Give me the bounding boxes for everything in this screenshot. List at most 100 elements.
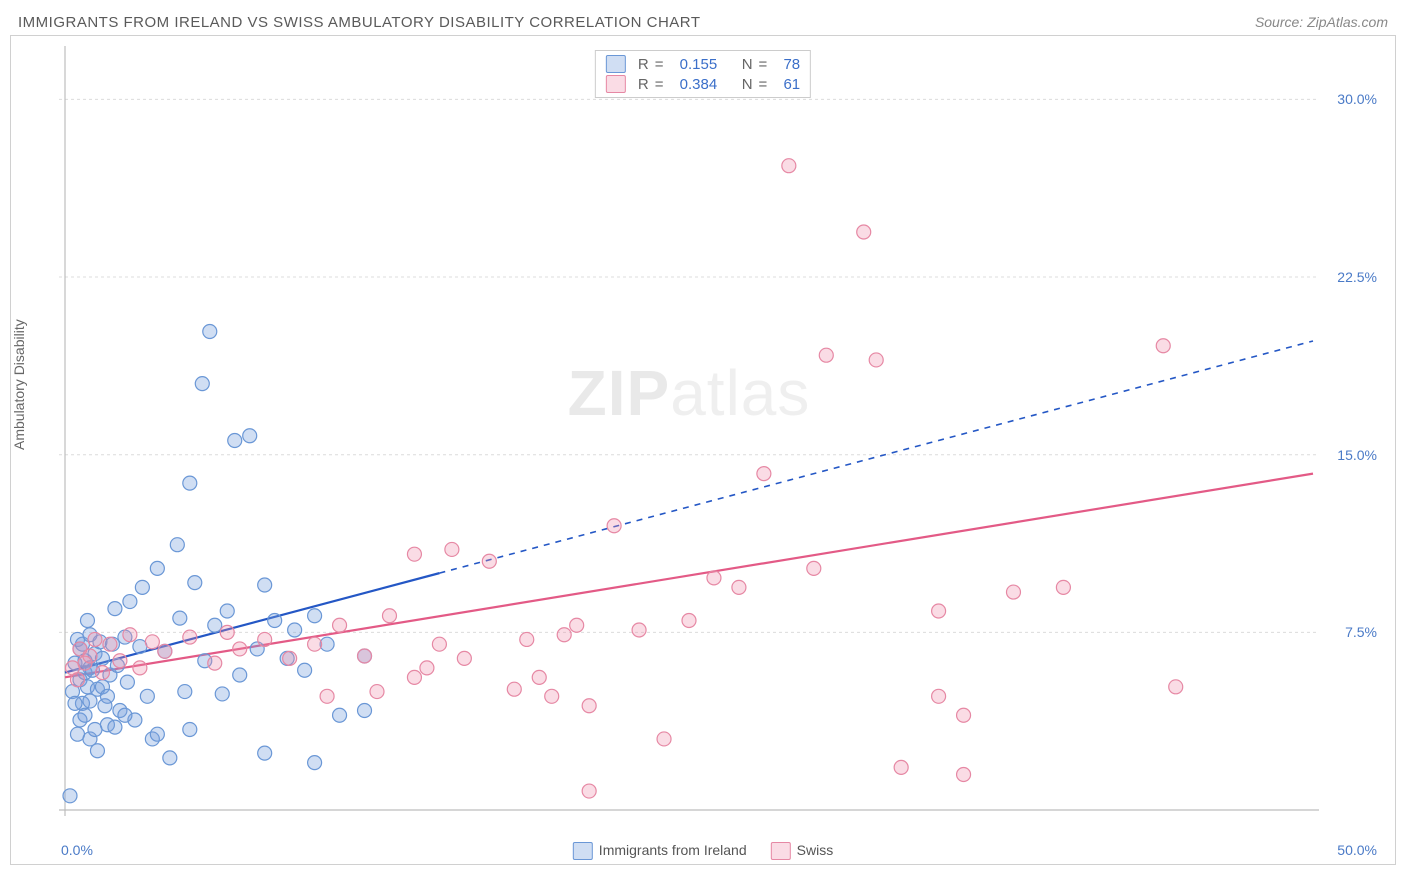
scatter-point [445,542,459,556]
scatter-point [932,689,946,703]
legend-label: Immigrants from Ireland [599,842,747,858]
scatter-point [195,377,209,391]
scatter-point [88,632,102,646]
scatter-point [607,519,621,533]
scatter-point [108,720,122,734]
scatter-point [807,561,821,575]
scatter-point [482,554,496,568]
scatter-point [682,614,696,628]
scatter-point [407,670,421,684]
scatter-point [308,756,322,770]
scatter-point [83,649,97,663]
scatter-point [113,654,127,668]
scatter-point [133,661,147,675]
legend-swatch [573,842,593,860]
scatter-point [268,614,282,628]
stats-legend: R= 0.155 N= 78R= 0.384 N= 61 [595,50,811,98]
scatter-point [382,609,396,623]
scatter-point [1156,339,1170,353]
y-tick-label: 7.5% [1345,624,1377,640]
scatter-point [358,704,372,718]
scatter-point [80,614,94,628]
scatter-point [243,429,257,443]
scatter-point [183,722,197,736]
scatter-point [90,744,104,758]
legend-label: Swiss [797,842,834,858]
scatter-point [520,632,534,646]
scatter-point [308,609,322,623]
scatter-point [140,689,154,703]
scatter-point [88,722,102,736]
scatter-point [123,595,137,609]
scatter-point [258,746,272,760]
scatter-point [333,618,347,632]
scatter-point [957,708,971,722]
scatter-point [545,689,559,703]
scatter-point [233,668,247,682]
scatter-point [118,708,132,722]
scatter-point [757,467,771,481]
scatter-point [83,694,97,708]
scatter-point [100,689,114,703]
scatter-point [170,538,184,552]
scatter-point [95,651,109,665]
plot-region: ZIPatlas [59,46,1319,816]
legend-item: Swiss [771,842,834,860]
stats-legend-row: R= 0.384 N= 61 [606,74,800,94]
legend-swatch [771,842,791,860]
scatter-point [283,651,297,665]
scatter-point [183,476,197,490]
scatter-point [208,656,222,670]
scatter-point [333,708,347,722]
scatter-point [158,644,172,658]
scatter-point [819,348,833,362]
scatter-point [208,618,222,632]
scatter-point [78,708,92,722]
scatter-point [183,630,197,644]
scatter-point [582,699,596,713]
x-tick-label: 50.0% [1337,842,1377,858]
y-tick-label: 22.5% [1337,269,1377,285]
scatter-point [632,623,646,637]
scatter-point [557,628,571,642]
scatter-point [320,689,334,703]
scatter-point [258,578,272,592]
scatter-point [228,433,242,447]
scatter-point [70,673,84,687]
scatter-point [135,580,149,594]
legend-swatch [606,55,626,73]
scatter-point [894,760,908,774]
scatter-point [370,685,384,699]
bottom-legend: Immigrants from Ireland Swiss [573,842,833,860]
scatter-point [932,604,946,618]
scatter-point [1006,585,1020,599]
scatter-point [407,547,421,561]
scatter-point [203,325,217,339]
scatter-point [457,651,471,665]
scatter-point [1056,580,1070,594]
scatter-point [163,751,177,765]
scatter-point [220,625,234,639]
y-tick-label: 15.0% [1337,447,1377,463]
scatter-point [95,666,109,680]
scatter-point [188,576,202,590]
scatter-point [215,687,229,701]
scatter-point [150,727,164,741]
scatter-point [120,675,134,689]
chart-source: Source: ZipAtlas.com [1255,14,1388,30]
scatter-point [707,571,721,585]
scatter-point [233,642,247,656]
x-tick-label: 0.0% [61,842,93,858]
scatter-point [657,732,671,746]
scatter-point [103,637,117,651]
scatter-point [298,663,312,677]
scatter-point [68,696,82,710]
chart-area: Ambulatory Disability ZIPatlas 7.5% 15.0%… [10,35,1396,865]
scatter-point [507,682,521,696]
scatter-point [150,561,164,575]
scatter-point [582,784,596,798]
y-axis-label: Ambulatory Disability [11,319,27,450]
scatter-point [782,159,796,173]
scatter-point [869,353,883,367]
scatter-point [957,767,971,781]
